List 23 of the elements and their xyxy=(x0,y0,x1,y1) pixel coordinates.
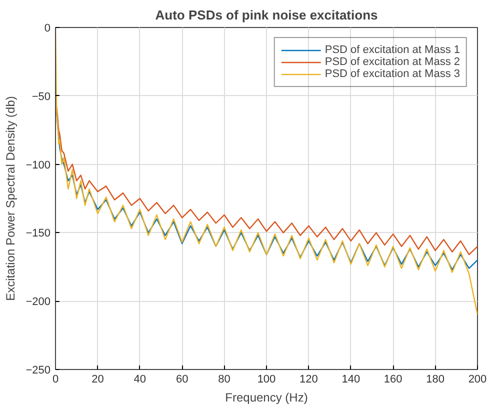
y-tick-label: −100 xyxy=(26,159,51,172)
legend-label: PSD of excitation at Mass 3 xyxy=(324,68,460,80)
x-tick-label: 80 xyxy=(218,374,230,386)
legend-label: PSD of excitation at Mass 2 xyxy=(324,56,460,68)
y-axis-title: Excitation Power Spectral Density (db) xyxy=(4,96,18,301)
x-tick-label: 160 xyxy=(384,374,402,386)
y-tick-label: −50 xyxy=(32,90,51,103)
chart-title: Auto PSDs of pink noise excitations xyxy=(155,8,378,22)
x-tick-label: 100 xyxy=(257,374,276,386)
x-tick-label: 120 xyxy=(300,374,318,386)
x-axis-title: Frequency (Hz) xyxy=(225,390,308,404)
x-tick-label: 40 xyxy=(134,374,146,386)
y-tick-label: −150 xyxy=(26,228,51,240)
y-tick-label: 0 xyxy=(44,22,51,34)
y-tick-label: −200 xyxy=(26,296,51,308)
x-tick-label: 0 xyxy=(52,374,59,386)
x-tick-label: 20 xyxy=(92,374,104,386)
legend-label: PSD of excitation at Mass 1 xyxy=(324,44,460,56)
x-tick-label: 180 xyxy=(426,374,444,386)
x-tick-label: 200 xyxy=(468,374,487,386)
x-tick-label: 140 xyxy=(342,374,360,386)
y-tick-label: −250 xyxy=(26,364,51,376)
x-tick-label: 60 xyxy=(176,374,188,386)
